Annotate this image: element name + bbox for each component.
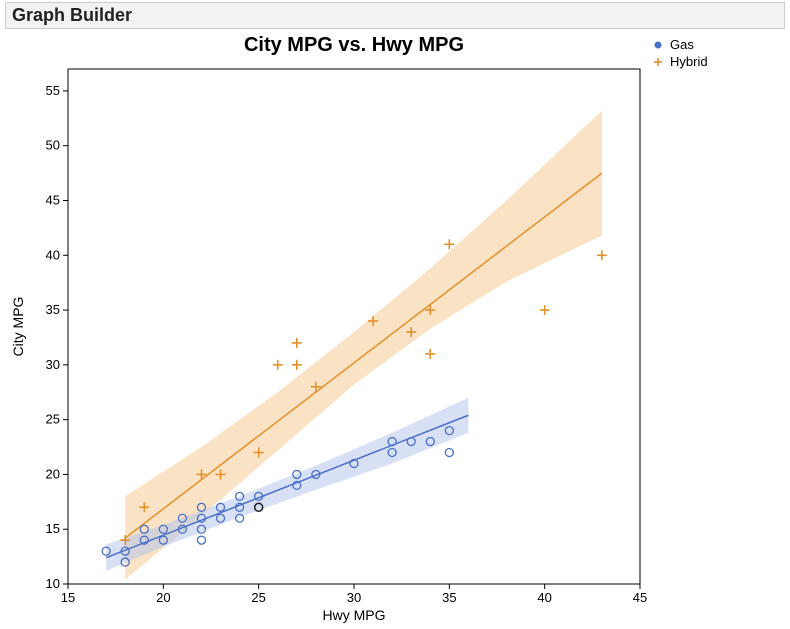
chart-container: City MPG vs. Hwy MPG10152025303540455055…	[0, 29, 790, 629]
chart-title: City MPG vs. Hwy MPG	[244, 34, 464, 56]
y-tick-label: 45	[46, 192, 60, 207]
x-axis-label: Hwy MPG	[323, 607, 386, 623]
legend-label-hybrid: Hybrid	[670, 54, 708, 69]
x-tick-label: 15	[61, 590, 75, 605]
x-tick-label: 35	[442, 590, 456, 605]
x-tick-label: 45	[633, 590, 647, 605]
x-tick-label: 20	[156, 590, 170, 605]
y-axis-label: City MPG	[10, 297, 26, 357]
scatter-chart: City MPG vs. Hwy MPG10152025303540455055…	[0, 29, 790, 629]
y-tick-label: 55	[46, 83, 60, 98]
gas-legend-marker	[655, 42, 662, 49]
x-tick-label: 40	[537, 590, 551, 605]
y-tick-label: 30	[46, 357, 60, 372]
y-tick-label: 35	[46, 302, 60, 317]
app-title: Graph Builder	[12, 5, 132, 25]
y-tick-label: 25	[46, 412, 60, 427]
app-header: Graph Builder	[5, 2, 785, 29]
legend-label-gas: Gas	[670, 37, 694, 52]
y-tick-label: 50	[46, 138, 60, 153]
y-tick-label: 40	[46, 247, 60, 262]
x-tick-label: 30	[347, 590, 361, 605]
x-tick-label: 25	[251, 590, 265, 605]
y-tick-label: 20	[46, 466, 60, 481]
y-tick-label: 15	[46, 521, 60, 536]
y-tick-label: 10	[46, 576, 60, 591]
